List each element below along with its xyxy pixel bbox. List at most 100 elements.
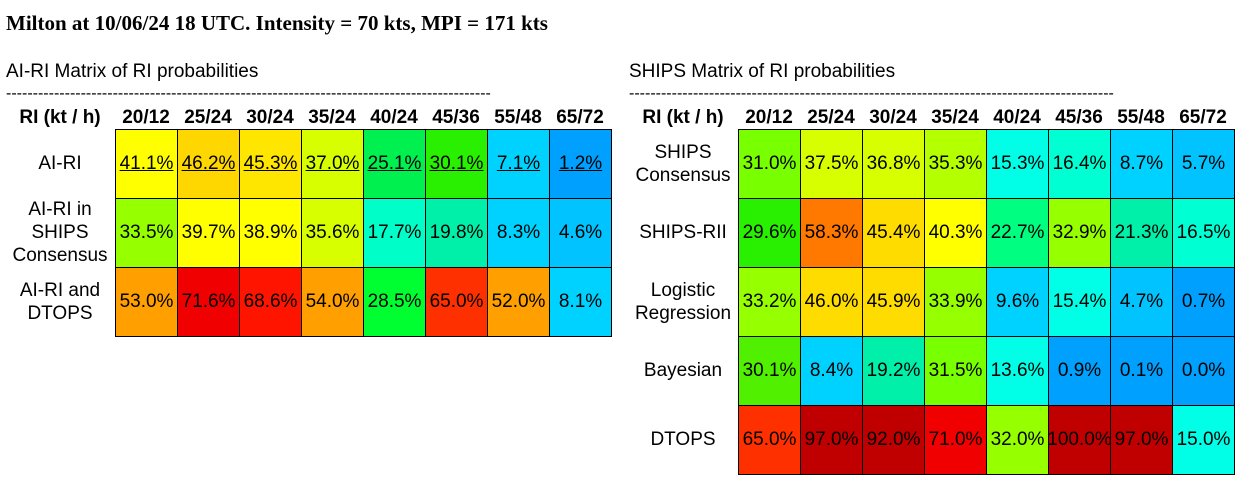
column-header-35-24: 35/24 <box>931 107 979 128</box>
cell-value: 1.2% <box>558 153 603 174</box>
cell-value: 16.4% <box>1052 153 1107 174</box>
cell-value: 8.7% <box>1119 153 1164 174</box>
matrix-cell: 46.2% <box>177 129 240 199</box>
ai-ri-matrix-heading: AI-RI Matrix of RI probabilities <box>6 61 259 82</box>
matrix-cell: 33.2% <box>738 267 801 337</box>
cell-value: 4.7% <box>1119 291 1164 312</box>
matrix-cell: 54.0% <box>301 267 364 337</box>
matrix-cell: 4.7% <box>1110 267 1173 337</box>
matrix-cell: 35.6% <box>301 198 364 268</box>
cell-value: 71.0% <box>928 429 983 450</box>
column-header-55-48: 55/48 <box>494 107 542 128</box>
ships-matrix-heading: SHIPS Matrix of RI probabilities <box>629 61 896 82</box>
cell-value: 0.9% <box>1057 360 1102 381</box>
matrix-cell: 8.1% <box>549 267 612 337</box>
cell-value: 0.1% <box>1119 360 1164 381</box>
matrix-cell: 58.3% <box>800 198 863 268</box>
cell-value: 40.3% <box>928 222 983 243</box>
matrix-cell: 15.4% <box>1048 267 1111 337</box>
matrix-cell: 97.0% <box>1110 405 1173 475</box>
cell-value: 68.6% <box>243 291 298 312</box>
cell-value: 33.9% <box>928 291 983 312</box>
matrix-cell: 65.0% <box>425 267 488 337</box>
matrix-cell: 0.9% <box>1048 336 1111 406</box>
cell-value: 41.1% <box>119 153 174 174</box>
cell-value: 8.3% <box>496 222 541 243</box>
matrix-cell: 71.6% <box>177 267 240 337</box>
matrix-cell: 36.8% <box>862 129 925 199</box>
matrix-cell: 29.6% <box>738 198 801 268</box>
cell-value: 22.7% <box>990 222 1045 243</box>
cell-value: 19.2% <box>866 360 921 381</box>
cell-value: 32.0% <box>990 429 1045 450</box>
cell-value: 45.9% <box>866 291 921 312</box>
left-divider: ----------------------------------------… <box>6 85 491 102</box>
matrix-cell: 32.9% <box>1048 198 1111 268</box>
matrix-cell: 9.6% <box>986 267 1049 337</box>
column-header-20-12: 20/12 <box>122 107 170 128</box>
matrix-cell: 53.0% <box>115 267 178 337</box>
row-label: Bayesian <box>643 360 723 381</box>
row-label: SHIPS-RII <box>639 222 727 243</box>
matrix-cell: 39.7% <box>177 198 240 268</box>
column-header-65-72: 65/72 <box>1179 107 1227 128</box>
cell-value: 53.0% <box>119 291 174 312</box>
matrix-cell: 37.0% <box>301 129 364 199</box>
cell-value: 19.8% <box>429 222 484 243</box>
page-title: Milton at 10/06/24 18 UTC. Intensity = 7… <box>6 11 548 35</box>
matrix-cell: 8.7% <box>1110 129 1173 199</box>
matrix-cell: 37.5% <box>800 129 863 199</box>
matrix-cell: 33.5% <box>115 198 178 268</box>
cell-value: 45.4% <box>866 222 921 243</box>
cell-value: 17.7% <box>367 222 422 243</box>
matrix-cell: 17.7% <box>363 198 426 268</box>
matrix-cell: 13.6% <box>986 336 1049 406</box>
cell-value: 21.3% <box>1114 222 1169 243</box>
cell-value: 92.0% <box>866 429 921 450</box>
matrix-cell: 30.1% <box>738 336 801 406</box>
matrix-cell: 16.4% <box>1048 129 1111 199</box>
cell-value: 25.1% <box>367 153 422 174</box>
column-header-40-24: 40/24 <box>993 107 1041 128</box>
cell-value: 65.0% <box>742 429 797 450</box>
matrix-cell: 45.9% <box>862 267 925 337</box>
matrix-cell: 0.7% <box>1172 267 1235 337</box>
matrix-cell: 1.2% <box>549 129 612 199</box>
matrix-cell: 97.0% <box>800 405 863 475</box>
cell-value: 45.3% <box>243 153 298 174</box>
matrix-cell: 15.3% <box>986 129 1049 199</box>
matrix-cell: 31.5% <box>924 336 987 406</box>
matrix-cell: 45.4% <box>862 198 925 268</box>
cell-value: 9.6% <box>995 291 1040 312</box>
row-label: AI-RI and DTOPS <box>19 279 101 324</box>
matrix-cell: 19.8% <box>425 198 488 268</box>
row-label: AI-RI <box>38 153 82 174</box>
cell-value: 35.6% <box>305 222 360 243</box>
matrix-cell: 45.3% <box>239 129 302 199</box>
matrix-cell: 52.0% <box>487 267 550 337</box>
cell-value: 28.5% <box>367 291 422 312</box>
column-header-30-24: 30/24 <box>246 107 294 128</box>
cell-value: 36.8% <box>866 153 921 174</box>
matrix-cell: 68.6% <box>239 267 302 337</box>
cell-value: 15.3% <box>990 153 1045 174</box>
matrix-cell: 35.3% <box>924 129 987 199</box>
row-label: DTOPS <box>650 429 716 450</box>
column-header-20-12: 20/12 <box>745 107 793 128</box>
matrix-cell: 0.1% <box>1110 336 1173 406</box>
cell-value: 97.0% <box>1114 429 1169 450</box>
column-header-45-36: 45/36 <box>1055 107 1103 128</box>
cell-value: 46.0% <box>804 291 859 312</box>
row-label: AI-RI in SHIPS Consensus <box>12 199 108 266</box>
cell-value: 58.3% <box>804 222 859 243</box>
matrix-cell: 32.0% <box>986 405 1049 475</box>
cell-value: 4.6% <box>558 222 603 243</box>
cell-value: 16.5% <box>1176 222 1231 243</box>
cell-value: 100.0% <box>1047 429 1112 450</box>
matrix-cell: 46.0% <box>800 267 863 337</box>
cell-value: 97.0% <box>804 429 859 450</box>
cell-value: 30.1% <box>429 153 484 174</box>
matrix-cell: 41.1% <box>115 129 178 199</box>
cell-value: 52.0% <box>491 291 546 312</box>
matrix-cell: 0.0% <box>1172 336 1235 406</box>
